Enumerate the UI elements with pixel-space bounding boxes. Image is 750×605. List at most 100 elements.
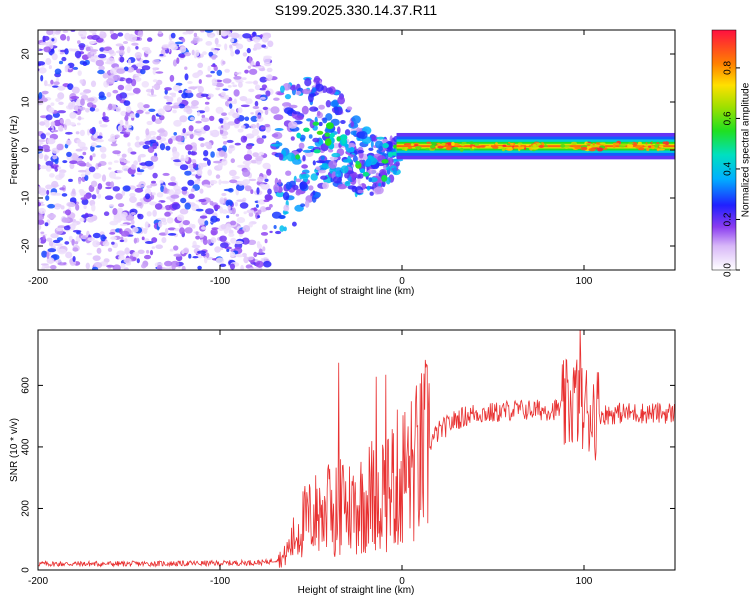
heatmap-cell [182,31,189,35]
heatmap-cell [445,146,452,151]
heatmap-cell [350,120,354,128]
heatmap-cell [215,257,225,264]
heatmap-cell [208,51,214,57]
heatmap-cell [586,142,592,145]
heatmap-cell [204,30,214,33]
heatmap-cell [137,155,141,163]
heatmap-cell [121,165,130,172]
heatmap-cell [38,152,44,160]
snr-y-tick-label: 400 [21,438,32,455]
heatmap-cell [46,257,55,264]
heatmap-cell [340,165,349,174]
heatmap-cell [381,174,388,182]
heatmap-cell [378,146,383,152]
heatmap-cell [228,232,235,237]
heatmap-cell [116,207,124,215]
heatmap-cell [218,150,226,157]
heatmap-cell [116,219,122,223]
heatmap-cell [254,100,259,107]
heatmap-cell [586,146,592,149]
heatmap-cell [215,87,221,91]
heatmap-cell [238,71,242,75]
heatmap-cell [133,160,139,166]
heatmap-cell [189,116,195,121]
heatmap-cell [147,146,155,153]
heatmap-cell [46,237,53,242]
heatmap-cell [234,72,240,75]
heatmap-cell [68,178,73,182]
heatmap-cell [393,167,397,175]
heatmap-cell [312,160,316,166]
heatmap-cell [118,203,125,208]
heatmap-cell [92,104,97,109]
heatmap-cell [123,257,132,264]
spectrogram-x-tick-label: 100 [576,276,593,287]
heatmap-cell [213,160,222,164]
heatmap-cell [98,120,102,125]
heatmap-cell [64,118,72,126]
heatmap-cell [473,144,476,147]
heatmap-cell [334,106,338,111]
heatmap-cell [203,157,209,161]
heatmap-cell [275,230,282,235]
heatmap-cell [255,155,264,162]
heatmap-cell [93,134,98,139]
heatmap-cell [33,106,36,110]
heatmap-cell [199,223,205,226]
heatmap-cell [46,189,50,195]
heatmap-cell [111,241,115,245]
heatmap-cell [200,143,205,148]
heatmap-cell [634,142,638,147]
heatmap-cell [188,253,192,259]
heatmap-cell [163,187,168,194]
heatmap-cell [198,79,202,84]
heatmap-cell [200,226,207,230]
heatmap-cell [300,173,310,179]
heatmap-cell [90,142,97,148]
heatmap-cell [574,146,581,150]
heatmap-cell [531,147,539,150]
heatmap-cell [172,59,178,67]
heatmap-cell [280,85,285,93]
heatmap-cell [219,206,224,214]
heatmap-cell [284,94,292,100]
heatmap-cell [50,102,55,106]
heatmap-cell [379,169,387,176]
heatmap-cell [114,134,120,139]
heatmap-cell [285,170,292,176]
heatmap-cell [344,129,351,136]
heatmap-cell [299,181,308,190]
heatmap-cell [225,223,232,231]
heatmap-cell [141,65,151,71]
heatmap-cell [184,170,192,176]
heatmap-cell [163,142,169,146]
heatmap-cell [125,129,133,133]
heatmap-cell [95,59,105,67]
heatmap-cell [59,187,65,191]
heatmap-cell [172,109,177,114]
heatmap-cell [538,145,544,148]
snr-panel: -200 -100 0 100 0 200 400 600 Height of straigh… [9,329,676,596]
heatmap-cell [184,52,191,57]
heatmap-cell [173,253,182,257]
heatmap-cell [100,234,106,242]
heatmap-cell [91,204,96,212]
heatmap-cell [255,204,259,208]
heatmap-cell [311,87,317,93]
heatmap-cell [269,230,273,234]
heatmap-cell [62,160,68,164]
heatmap-cell [164,228,169,236]
heatmap-cell [40,75,44,82]
heatmap-cell [183,247,190,254]
heatmap-cell [461,143,465,147]
heatmap-cell [451,147,459,150]
heatmap-cell [209,130,217,134]
heatmap-cell [131,174,135,177]
heatmap-cell [128,34,137,42]
heatmap-cell [560,144,566,148]
heatmap-cell [308,185,314,191]
heatmap-cell [261,35,269,43]
heatmap-cell [82,151,87,156]
heatmap-cell [108,167,112,170]
heatmap-cell [79,92,87,96]
